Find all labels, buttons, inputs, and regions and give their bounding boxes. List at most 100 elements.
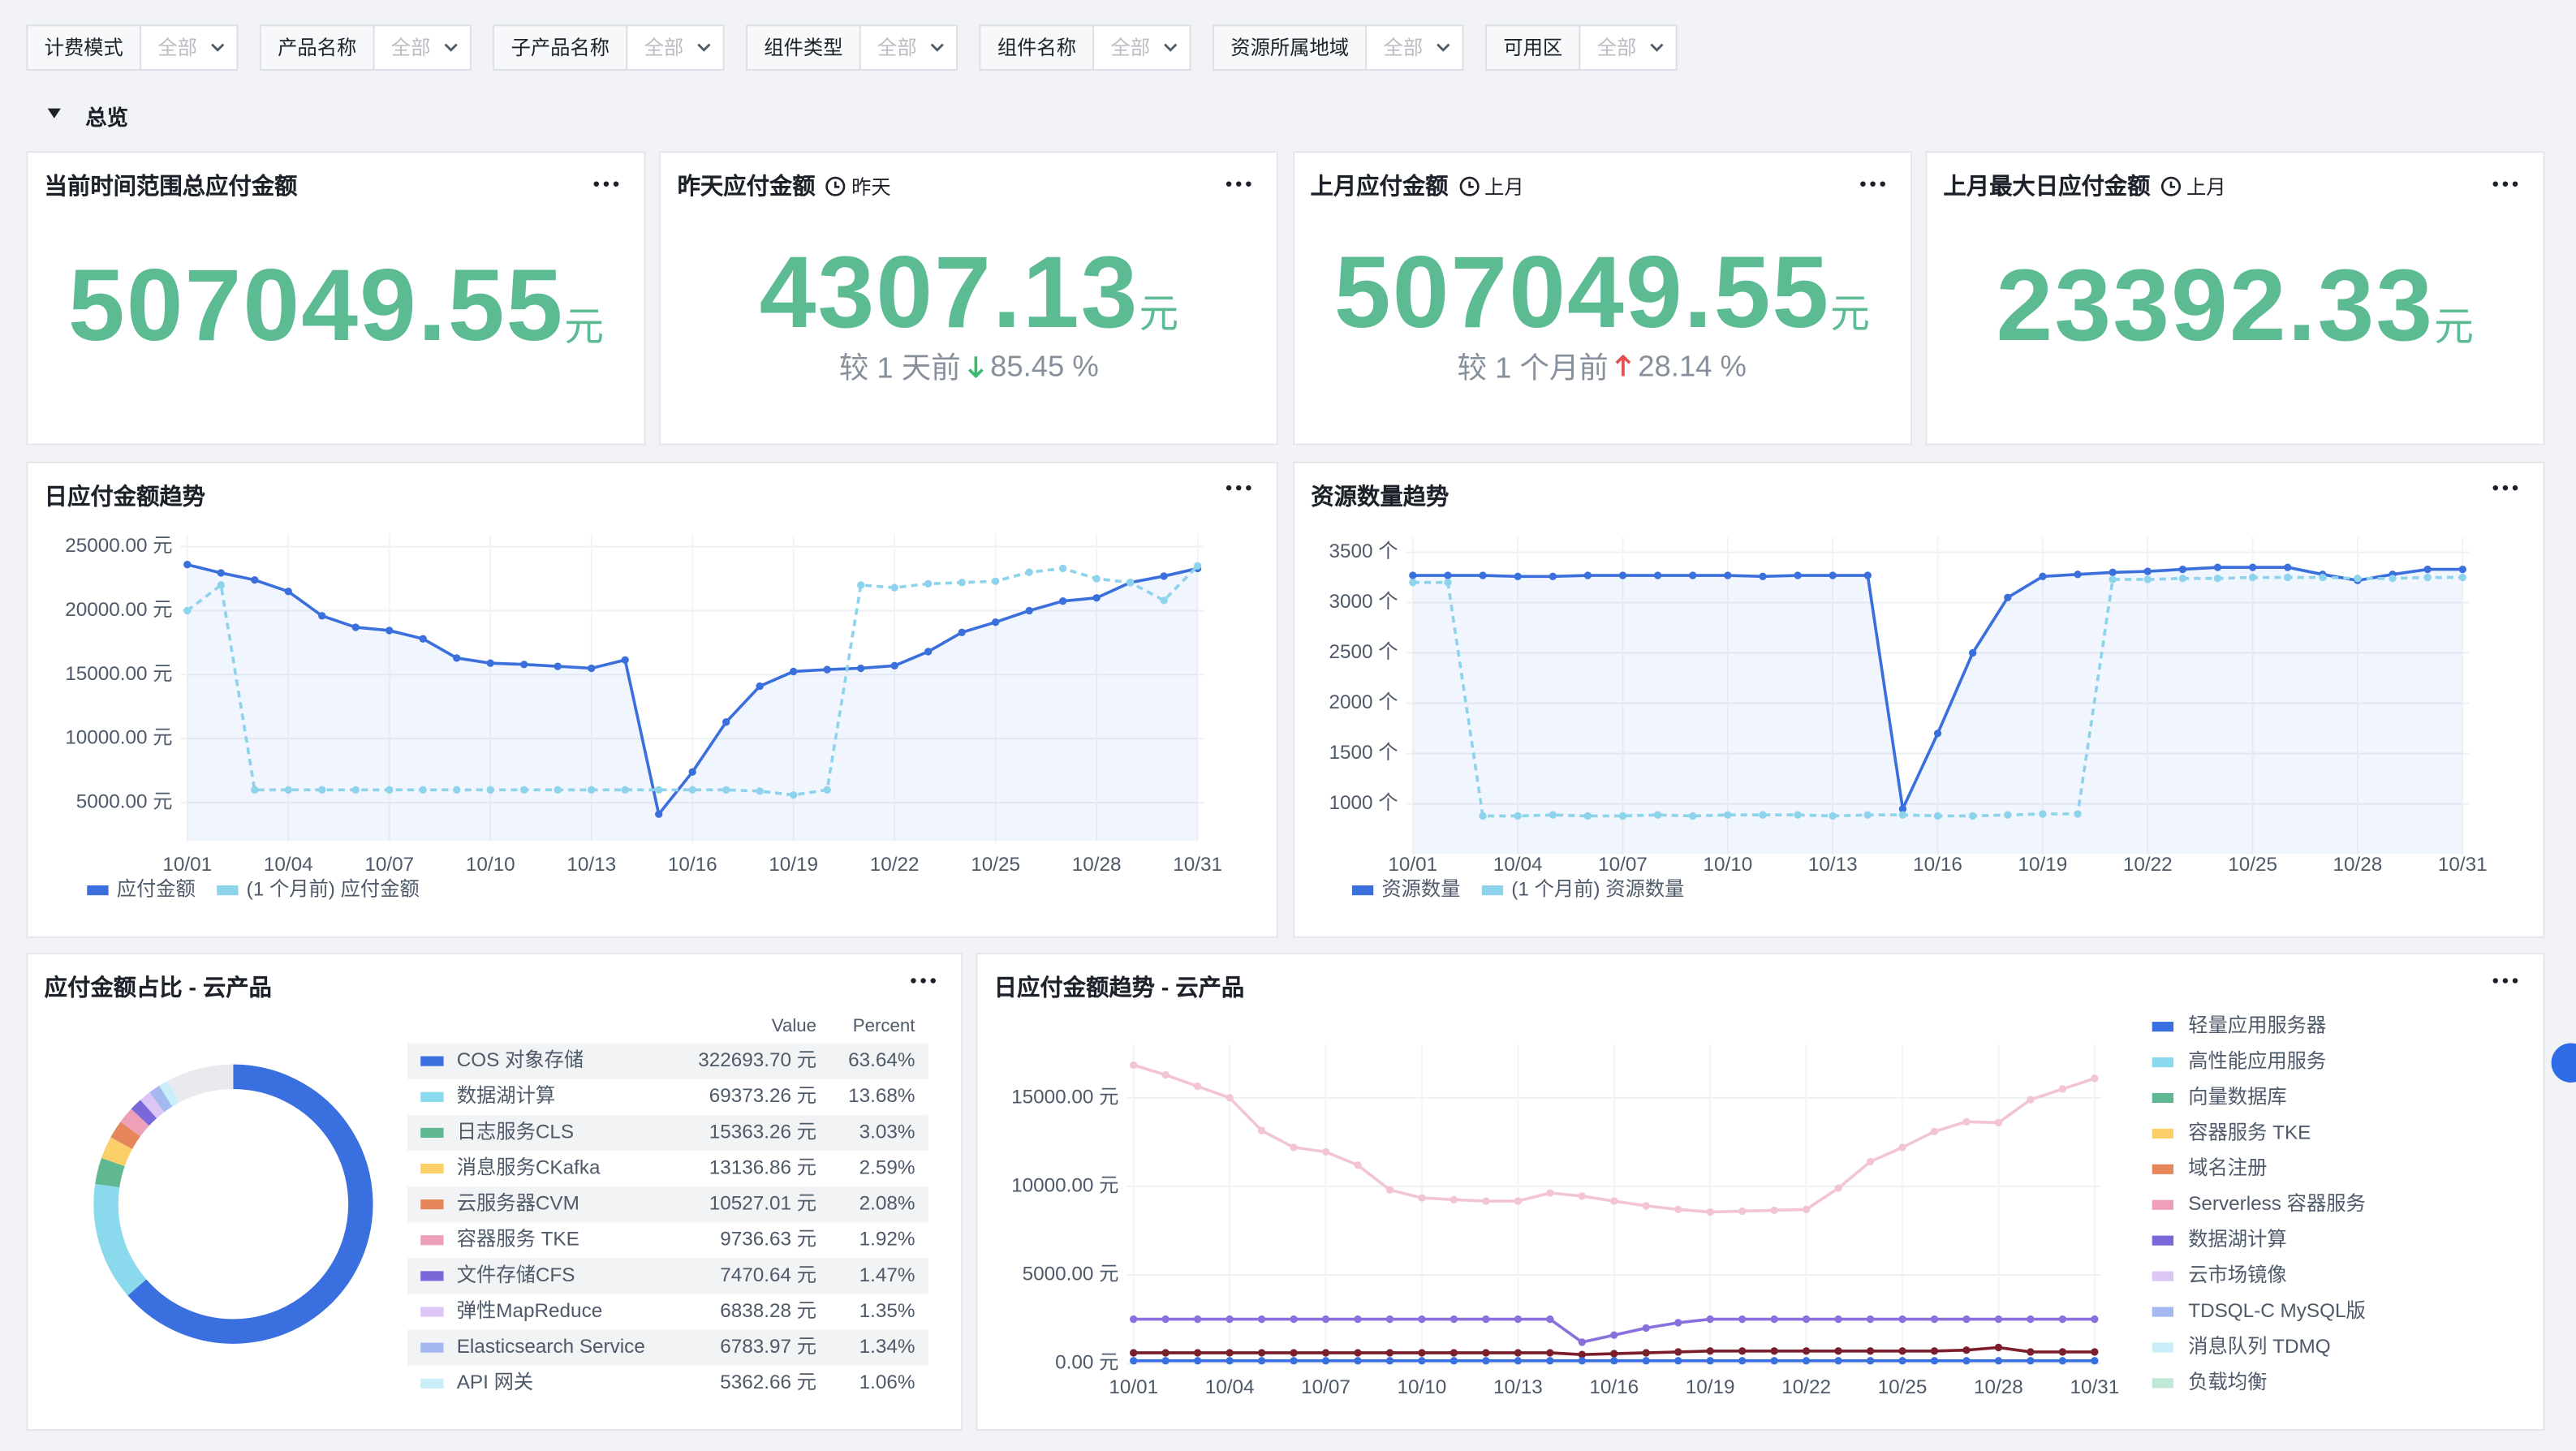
point bbox=[2058, 1348, 2067, 1356]
point bbox=[183, 561, 192, 569]
point bbox=[1479, 571, 1487, 579]
point bbox=[1930, 1357, 1939, 1365]
point bbox=[1482, 1357, 1490, 1365]
more-menu[interactable] bbox=[2490, 179, 2519, 189]
point bbox=[1418, 1194, 1426, 1202]
point bbox=[756, 682, 764, 691]
point bbox=[924, 648, 933, 656]
comparison: 较 1 个月前 28.14 % bbox=[1458, 345, 1747, 388]
filter[interactable]: 可用区 全部 bbox=[1485, 24, 1678, 71]
point bbox=[1354, 1349, 1362, 1357]
row-bg bbox=[407, 1186, 928, 1223]
legend-swatch bbox=[420, 1163, 444, 1174]
x-tick-label: 10/31 bbox=[2438, 854, 2488, 876]
point bbox=[1930, 1315, 1939, 1324]
filter-select[interactable]: 全部 bbox=[861, 26, 956, 69]
x-tick-label: 10/22 bbox=[2123, 854, 2173, 876]
point bbox=[1802, 1315, 1811, 1324]
point bbox=[2091, 1348, 2099, 1356]
point bbox=[924, 579, 933, 588]
filter-select[interactable]: 全部 bbox=[1581, 26, 1676, 69]
x-tick-label: 10/13 bbox=[1493, 1376, 1543, 1398]
point bbox=[1829, 812, 1837, 820]
comparison: 较 1 天前 85.45 % bbox=[839, 345, 1099, 388]
more-menu[interactable] bbox=[1225, 179, 1254, 189]
point bbox=[251, 786, 259, 794]
point bbox=[1450, 1195, 1458, 1203]
point bbox=[1653, 811, 1662, 819]
point bbox=[453, 786, 461, 794]
trend-arrow bbox=[1615, 355, 1631, 377]
point bbox=[2027, 1348, 2035, 1356]
collapse-icon[interactable] bbox=[46, 105, 62, 122]
point bbox=[1482, 1315, 1490, 1324]
point bbox=[520, 661, 528, 669]
filter[interactable]: 组件名称 全部 bbox=[979, 24, 1191, 71]
point bbox=[1092, 594, 1101, 602]
chevron bbox=[211, 43, 225, 52]
filter[interactable]: 计费模式 全部 bbox=[26, 24, 239, 71]
more-menu[interactable] bbox=[1226, 484, 1251, 491]
more-menu[interactable] bbox=[911, 978, 936, 984]
point bbox=[1969, 812, 1977, 820]
filter-value: 全部 bbox=[1110, 36, 1151, 59]
more-menu[interactable] bbox=[592, 179, 621, 189]
point bbox=[1794, 571, 1802, 579]
kpi-value: 507049.55元 bbox=[28, 248, 644, 365]
point bbox=[1578, 1350, 1586, 1358]
row-value: 69373.26 元 bbox=[709, 1085, 816, 1107]
point bbox=[992, 577, 1000, 585]
point bbox=[183, 606, 192, 615]
compare-text: 较 1 个月前 bbox=[1457, 351, 1609, 385]
filter-select[interactable]: 全部 bbox=[627, 26, 722, 69]
point bbox=[1290, 1315, 1298, 1324]
point bbox=[1354, 1357, 1362, 1365]
filter[interactable]: 子产品名称 全部 bbox=[493, 24, 725, 71]
y-tick-label: 20000.00 元 bbox=[65, 599, 172, 621]
kpi-value: 507049.55元较 1 个月前 28.14 % bbox=[1294, 235, 1910, 387]
filter-label: 组件名称 bbox=[980, 26, 1095, 70]
filter-select[interactable]: 全部 bbox=[141, 26, 236, 69]
row-name: 数据湖计算 bbox=[457, 1085, 555, 1107]
point bbox=[2284, 573, 2292, 582]
point bbox=[1994, 1118, 2003, 1127]
point bbox=[1898, 1315, 1906, 1324]
point bbox=[486, 786, 494, 794]
point bbox=[1866, 1357, 1875, 1365]
legend-swatch bbox=[420, 1127, 444, 1138]
filter-select[interactable]: 全部 bbox=[1094, 26, 1189, 69]
x-tick-label: 10/10 bbox=[466, 854, 515, 876]
legend-swatch bbox=[420, 1378, 444, 1389]
row-name: 消息服务CKafka bbox=[457, 1156, 601, 1178]
filter[interactable]: 资源所属地域 全部 bbox=[1213, 24, 1464, 71]
x-tick-label: 10/04 bbox=[1205, 1376, 1255, 1398]
point bbox=[318, 786, 326, 794]
kpi-number: 4307.13 bbox=[759, 236, 1139, 351]
point bbox=[1193, 562, 1202, 570]
card-title: 上月最大日应付金额 上月 bbox=[1943, 169, 2225, 201]
clock-icon bbox=[2160, 175, 2181, 196]
filter[interactable]: 产品名称 全部 bbox=[259, 24, 472, 71]
clock-icon bbox=[1458, 175, 1479, 196]
point bbox=[1385, 1349, 1394, 1357]
x-tick-label: 10/04 bbox=[1493, 854, 1543, 876]
point bbox=[992, 618, 1000, 626]
x-tick-label: 10/22 bbox=[1781, 1376, 1831, 1398]
legend-swatch bbox=[2152, 1057, 2174, 1068]
point bbox=[486, 659, 494, 667]
legend-label: 域名注册 bbox=[2188, 1157, 2267, 1179]
more-menu[interactable] bbox=[2492, 978, 2518, 984]
point bbox=[1321, 1349, 1330, 1357]
filter-select[interactable]: 全部 bbox=[375, 26, 470, 69]
point bbox=[2143, 567, 2152, 575]
point bbox=[1724, 811, 1732, 819]
more-menu[interactable] bbox=[1858, 179, 1887, 189]
time-tag: 昨天 bbox=[825, 172, 891, 200]
more-menu[interactable] bbox=[2492, 484, 2518, 491]
kpi-unit: 元 bbox=[564, 305, 604, 351]
point bbox=[1578, 1338, 1586, 1346]
filter-select[interactable]: 全部 bbox=[1367, 26, 1462, 69]
kpi-unit: 元 bbox=[2434, 305, 2474, 351]
point bbox=[1418, 1349, 1426, 1357]
filter[interactable]: 组件类型 全部 bbox=[746, 24, 958, 71]
